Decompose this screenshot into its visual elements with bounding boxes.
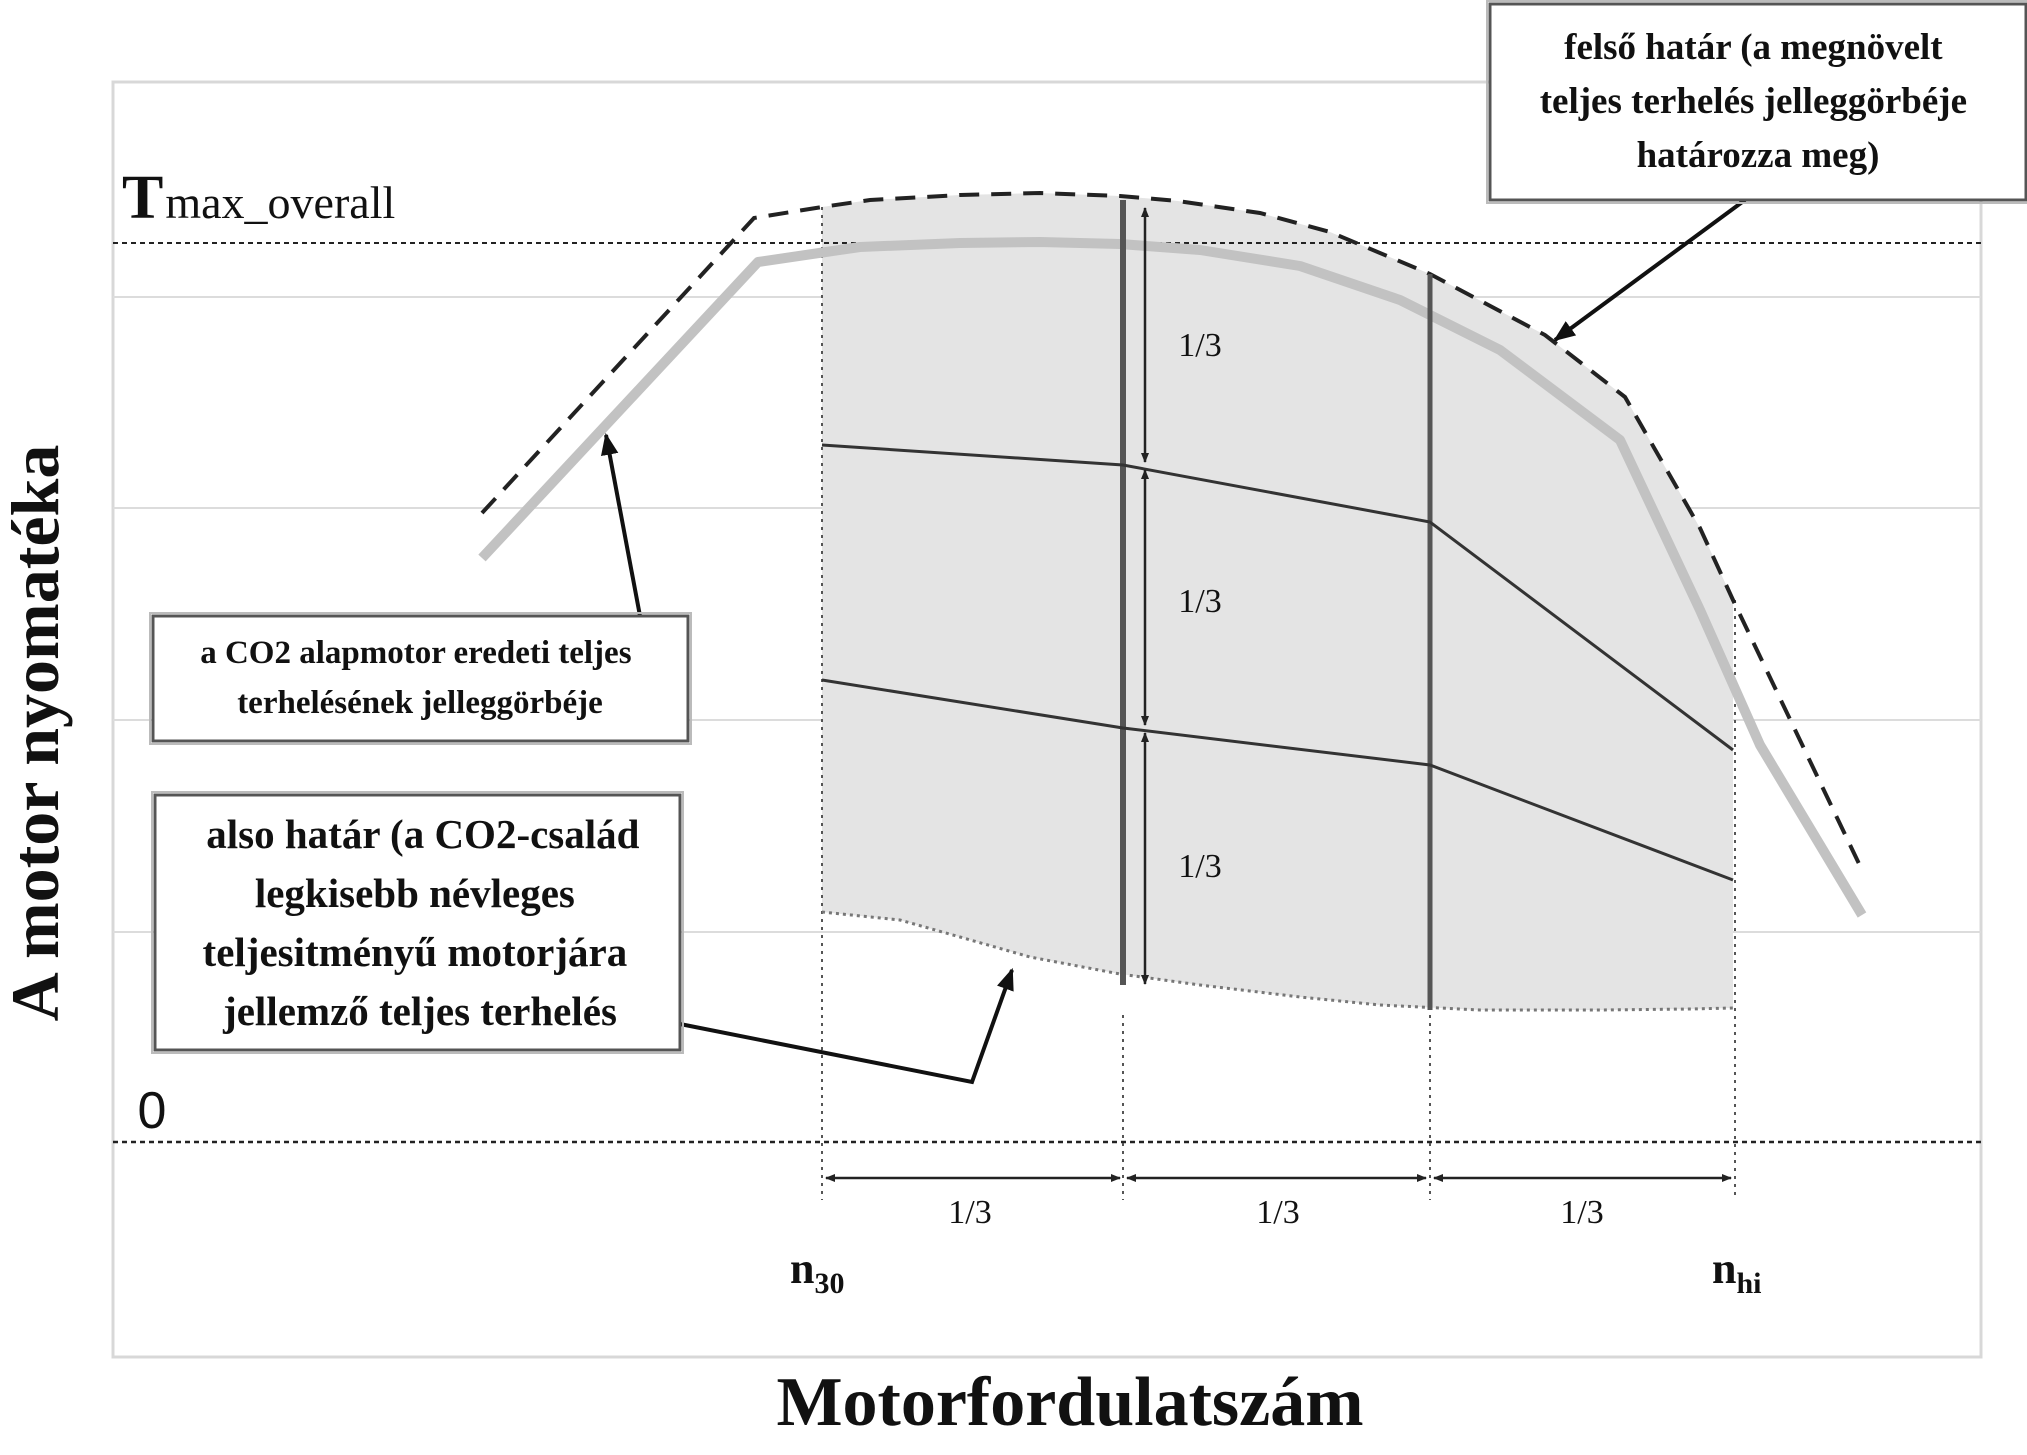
zero-label: 0 (138, 1082, 167, 1140)
vertical-guides (821, 207, 1736, 1200)
x-axis-label: Motorfordulatszám (776, 1364, 1363, 1441)
upper-box-line-1: felső határ (a megnövelt (1564, 27, 1943, 68)
orig-box-line-1: a CO2 alapmotor eredeti teljes (200, 635, 631, 671)
one-third-load-line (821, 678, 1734, 882)
tmax-label: Tmax_overall (122, 164, 395, 232)
svg-text:a CO2 alapmotor eredeti teljes: a CO2 alapmotor eredeti teljes terhelésé… (200, 635, 640, 721)
fraction-label-vertical-top: 1/3 (1178, 327, 1221, 364)
original-curve-callout: a CO2 alapmotor eredeti teljes terhelésé… (149, 612, 692, 745)
two-thirds-load-line (821, 443, 1734, 752)
n30-label: n30 (790, 1244, 844, 1300)
lower-box-line-1: also határ (a CO2-család (206, 811, 639, 857)
fraction-label-vertical-bottom: 1/3 (1178, 848, 1221, 885)
fraction-label-horizontal-mid: 1/3 (1256, 1194, 1299, 1231)
lower-boundary-curve (821, 910, 1734, 1012)
nhi-label: nhi (1712, 1244, 1762, 1300)
lower-boundary-callout: also határ (a CO2-család legkisebb névle… (151, 791, 684, 1054)
fraction-label-horizontal-right: 1/3 (1560, 1194, 1603, 1231)
orig-box-line-2: terhelésének jelleggörbéje (237, 685, 603, 721)
y-axis-label: A motor nyomatéka (0, 445, 73, 1022)
upper-box-line-3: határozza meg) (1637, 135, 1880, 176)
upper-boundary-curve (480, 190, 1864, 871)
upper-boundary-callout: felső határ (a megnövelt teljes terhelés… (1486, 0, 2027, 204)
shaded-range-area (822, 193, 1733, 1010)
lower-box-line-4: jellemző teljes terhelés (222, 988, 617, 1034)
callout-arrows (601, 198, 1747, 1085)
lower-box-line-3: teljesitményű motorjára (203, 929, 628, 975)
svg-text:also határ (a CO2-család: also határ (a CO2-család legkisebb névle… (203, 811, 650, 1034)
svg-text:felső határ (a megnövelt: felső határ (a megnövelt teljes terhelés… (1540, 27, 1977, 176)
fraction-label-horizontal-left: 1/3 (948, 1194, 991, 1231)
original-full-load-curve (478, 237, 1867, 918)
fraction-label-vertical-mid: 1/3 (1178, 583, 1221, 620)
lower-box-line-2: legkisebb névleges (255, 870, 575, 916)
upper-box-line-2: teljes terhelés jelleggörbéje (1540, 81, 1967, 122)
